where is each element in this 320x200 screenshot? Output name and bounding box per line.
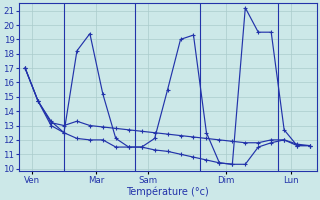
X-axis label: Température (°c): Température (°c) (126, 186, 209, 197)
